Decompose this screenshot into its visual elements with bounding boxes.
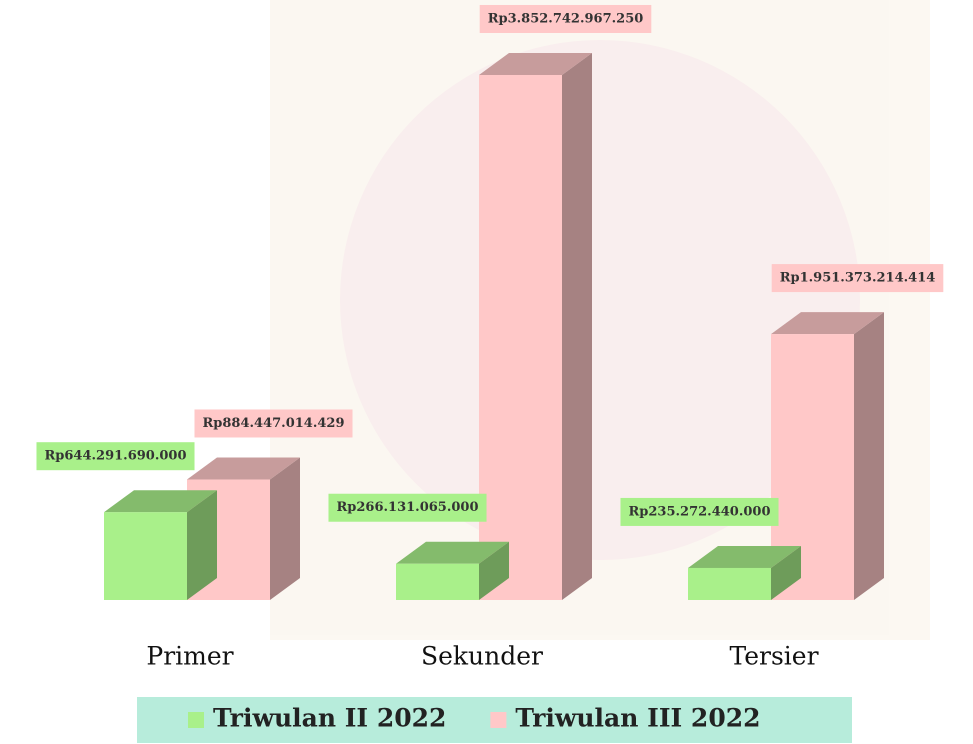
category-label: Primer [146,642,233,671]
value-label: Rp1.951.373.214.414 [780,271,936,286]
chart: Primer Rp644.291.690.000 Rp884.447.014.429… [0,0,973,744]
category-label: Sekunder [421,642,543,671]
value-label: Rp644.291.690.000 [44,449,186,464]
bar-side [854,312,884,600]
legend-label: Triwulan III 2022 [515,704,760,733]
bar [104,512,187,600]
bar-side [562,53,592,600]
bar [396,564,479,600]
value-label: Rp235.272.440.000 [628,504,770,519]
legend-label: Triwulan II 2022 [213,704,446,733]
legend-swatch [188,712,204,728]
value-label: Rp3.852.742.967.250 [488,11,644,26]
value-label: Rp884.447.014.429 [202,416,344,431]
bar-side [270,457,300,600]
bar [479,75,562,600]
legend-swatch [490,712,506,728]
value-label: Rp266.131.065.000 [336,500,478,515]
bar [688,568,771,600]
category-label: Tersier [729,642,818,671]
